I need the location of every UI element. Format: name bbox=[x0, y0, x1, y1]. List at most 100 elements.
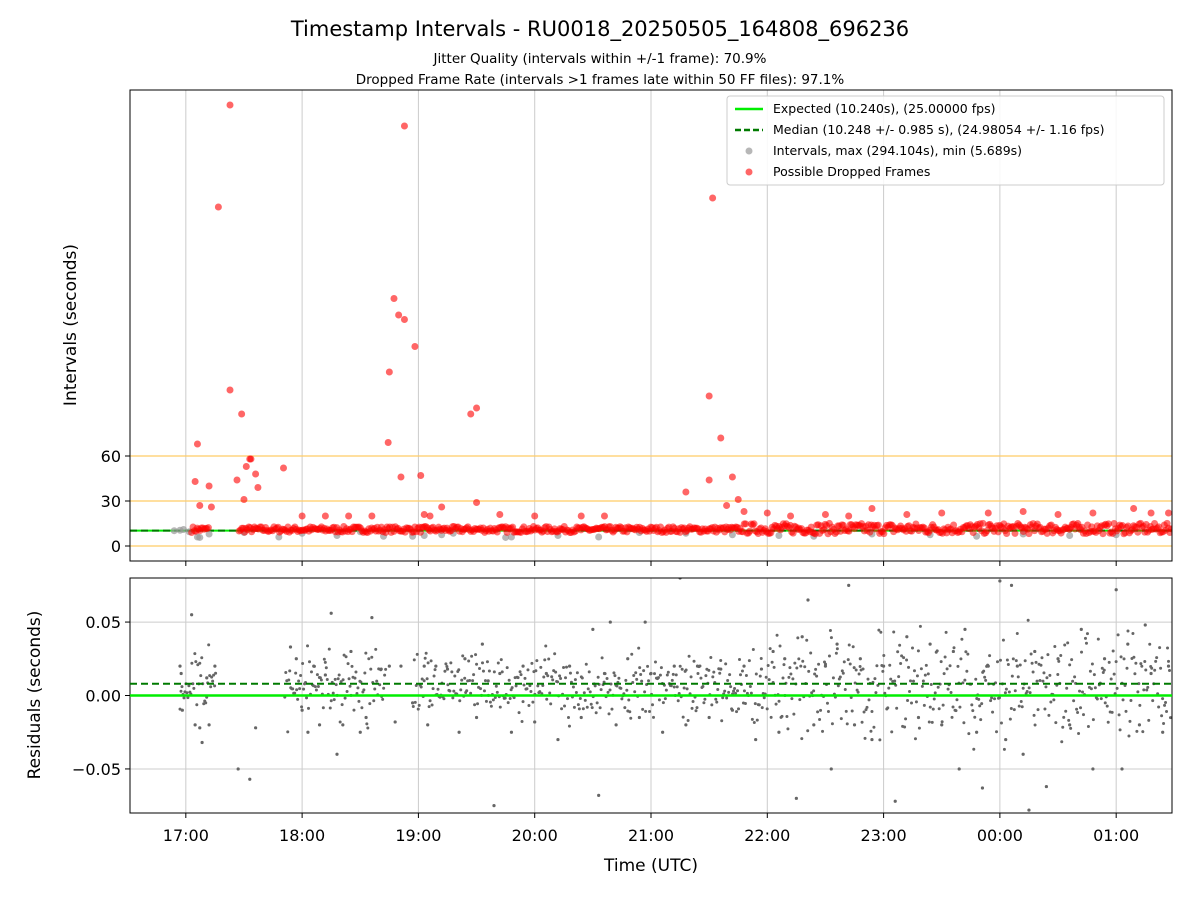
residual-band-point bbox=[336, 677, 340, 681]
residual-band-point bbox=[1085, 632, 1089, 636]
residual-band-point bbox=[411, 705, 415, 709]
residual-band-point bbox=[1096, 637, 1100, 641]
residual-band-point bbox=[185, 691, 189, 695]
residual-point-47 bbox=[544, 671, 548, 676]
residual-band-point bbox=[716, 687, 720, 691]
residual-band-point bbox=[902, 656, 906, 660]
residual-band-point bbox=[546, 674, 550, 678]
residual-band-point bbox=[912, 669, 916, 673]
residual-point-93 bbox=[963, 627, 967, 632]
residual-band-point bbox=[840, 669, 844, 673]
residual-band-point bbox=[780, 714, 784, 718]
residual-band-point bbox=[584, 662, 588, 666]
residual-band-point bbox=[487, 669, 491, 673]
residual-band-point bbox=[585, 705, 589, 709]
residual-band-point bbox=[1160, 714, 1164, 718]
residual-band-point bbox=[1038, 679, 1042, 683]
interval-points bbox=[170, 101, 1172, 541]
residual-point-39 bbox=[474, 715, 479, 720]
residual-band-point bbox=[1155, 656, 1159, 660]
residual-band-point bbox=[942, 672, 946, 676]
residual-band-point bbox=[470, 654, 474, 658]
residual-band-point bbox=[463, 676, 467, 680]
xtick-label-4: 21:00 bbox=[628, 826, 674, 845]
residual-band-point bbox=[1165, 710, 1169, 714]
residual-point-20 bbox=[323, 673, 327, 677]
residual-band-point bbox=[576, 703, 580, 707]
residual-band-point bbox=[687, 654, 691, 658]
residual-band-point bbox=[286, 730, 290, 734]
residual-band-point bbox=[932, 697, 936, 701]
residual-band-point bbox=[1150, 666, 1154, 670]
dropped-point-13 bbox=[247, 455, 255, 463]
residual-band-point bbox=[867, 698, 871, 702]
residual-band-point bbox=[971, 709, 975, 713]
residual-point-9 bbox=[213, 664, 217, 668]
residual-point-75 bbox=[800, 635, 804, 639]
residual-band-point bbox=[482, 689, 486, 693]
residual-band-point bbox=[360, 706, 364, 710]
residual-band-point bbox=[689, 675, 693, 679]
residual-band-point bbox=[305, 696, 309, 700]
residual-band-point bbox=[915, 674, 919, 678]
residual-point-35 bbox=[434, 664, 438, 668]
dropped-band-point bbox=[807, 523, 815, 531]
residual-band-point bbox=[452, 689, 456, 693]
residual-point-84 bbox=[870, 737, 874, 742]
intervals-y-ticks: 0 30 60 bbox=[101, 447, 130, 556]
residual-band-point bbox=[1159, 666, 1163, 670]
residual-band-point bbox=[424, 651, 428, 655]
residual-band-point bbox=[488, 700, 492, 704]
residual-band-point bbox=[1002, 747, 1006, 751]
dropped-point-43 bbox=[709, 194, 717, 202]
residual-point-101 bbox=[1021, 752, 1025, 756]
residual-band-point bbox=[471, 679, 475, 683]
residual-band-point bbox=[762, 696, 766, 700]
dropped-point-47 bbox=[734, 496, 742, 503]
residual-band-point bbox=[423, 656, 427, 660]
residual-point-98 bbox=[1004, 737, 1008, 742]
residual-band-point bbox=[648, 709, 652, 713]
dropped-band-point bbox=[874, 521, 882, 529]
residual-band-point bbox=[1128, 719, 1132, 723]
residual-band-point bbox=[619, 686, 623, 690]
residual-band-point bbox=[734, 691, 738, 695]
residual-point-3 bbox=[190, 613, 194, 617]
residual-band-point bbox=[1099, 697, 1103, 701]
residual-band-point bbox=[799, 664, 803, 668]
residual-band-point bbox=[965, 669, 969, 673]
residual-band-point bbox=[609, 682, 613, 686]
residual-band-point bbox=[979, 718, 983, 722]
residual-band bbox=[178, 618, 1172, 751]
residual-band-point bbox=[743, 701, 747, 705]
dropped-point-42 bbox=[705, 392, 713, 400]
residual-band-point bbox=[863, 736, 867, 740]
residual-band-point bbox=[508, 697, 512, 701]
residual-band-point bbox=[476, 702, 480, 706]
residual-band-point bbox=[207, 643, 211, 647]
residual-band-point bbox=[550, 675, 554, 679]
residual-point-55 bbox=[614, 723, 618, 727]
residual-band-point bbox=[922, 703, 926, 707]
residual-band-point bbox=[606, 690, 610, 694]
residual-band-point bbox=[325, 678, 329, 682]
residual-band-point bbox=[481, 669, 485, 673]
residual-band-point bbox=[651, 703, 655, 707]
residual-band-point bbox=[737, 707, 741, 711]
residual-band-point bbox=[765, 707, 769, 711]
residual-band-point bbox=[416, 707, 420, 711]
residual-band-point bbox=[1020, 705, 1024, 709]
residual-band-point bbox=[505, 666, 509, 670]
dropped-point-18 bbox=[321, 512, 329, 520]
residual-band-point bbox=[547, 657, 551, 661]
residual-band-point bbox=[574, 690, 578, 694]
residual-band-point bbox=[1076, 711, 1080, 715]
residual-band-point bbox=[1153, 668, 1157, 672]
residual-band-point bbox=[1081, 690, 1085, 694]
residual-point-34 bbox=[426, 723, 430, 727]
residual-band-point bbox=[472, 673, 476, 677]
residual-band-point bbox=[977, 697, 981, 701]
dropped-point-29 bbox=[417, 472, 425, 479]
residual-band-point bbox=[727, 690, 731, 694]
residual-band-point bbox=[319, 678, 323, 682]
